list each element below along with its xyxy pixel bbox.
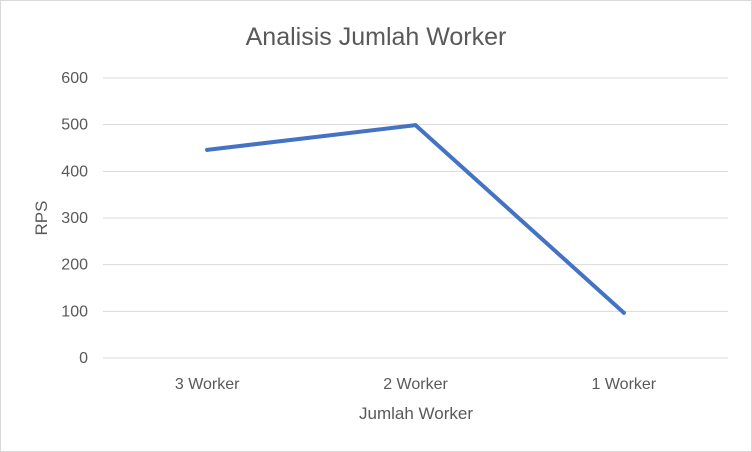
y-tick-label: 300 bbox=[61, 210, 88, 227]
x-axis-ticks: 3 Worker 2 Worker 1 Worker bbox=[175, 376, 657, 393]
y-tick-label: 200 bbox=[61, 257, 88, 274]
x-tick-label: 1 Worker bbox=[592, 376, 657, 393]
y-tick-label: 400 bbox=[61, 163, 88, 180]
y-tick-label: 500 bbox=[61, 117, 88, 134]
x-axis-label: Jumlah Worker bbox=[359, 404, 473, 423]
x-tick-label: 2 Worker bbox=[383, 376, 448, 393]
y-tick-label: 0 bbox=[79, 350, 88, 367]
data-point bbox=[621, 310, 626, 315]
gridlines bbox=[103, 77, 728, 359]
series-group bbox=[205, 123, 626, 315]
y-axis-label: RPS bbox=[32, 201, 51, 236]
chart-title: Analisis Jumlah Worker bbox=[246, 23, 507, 51]
y-tick-label: 600 bbox=[61, 70, 88, 87]
y-tick-label: 100 bbox=[61, 303, 88, 320]
data-point bbox=[413, 123, 418, 128]
x-tick-label: 3 Worker bbox=[175, 376, 240, 393]
data-point bbox=[205, 147, 210, 152]
y-axis-ticks: 0 100 200 300 400 500 600 bbox=[61, 70, 88, 367]
series-line bbox=[205, 123, 626, 315]
